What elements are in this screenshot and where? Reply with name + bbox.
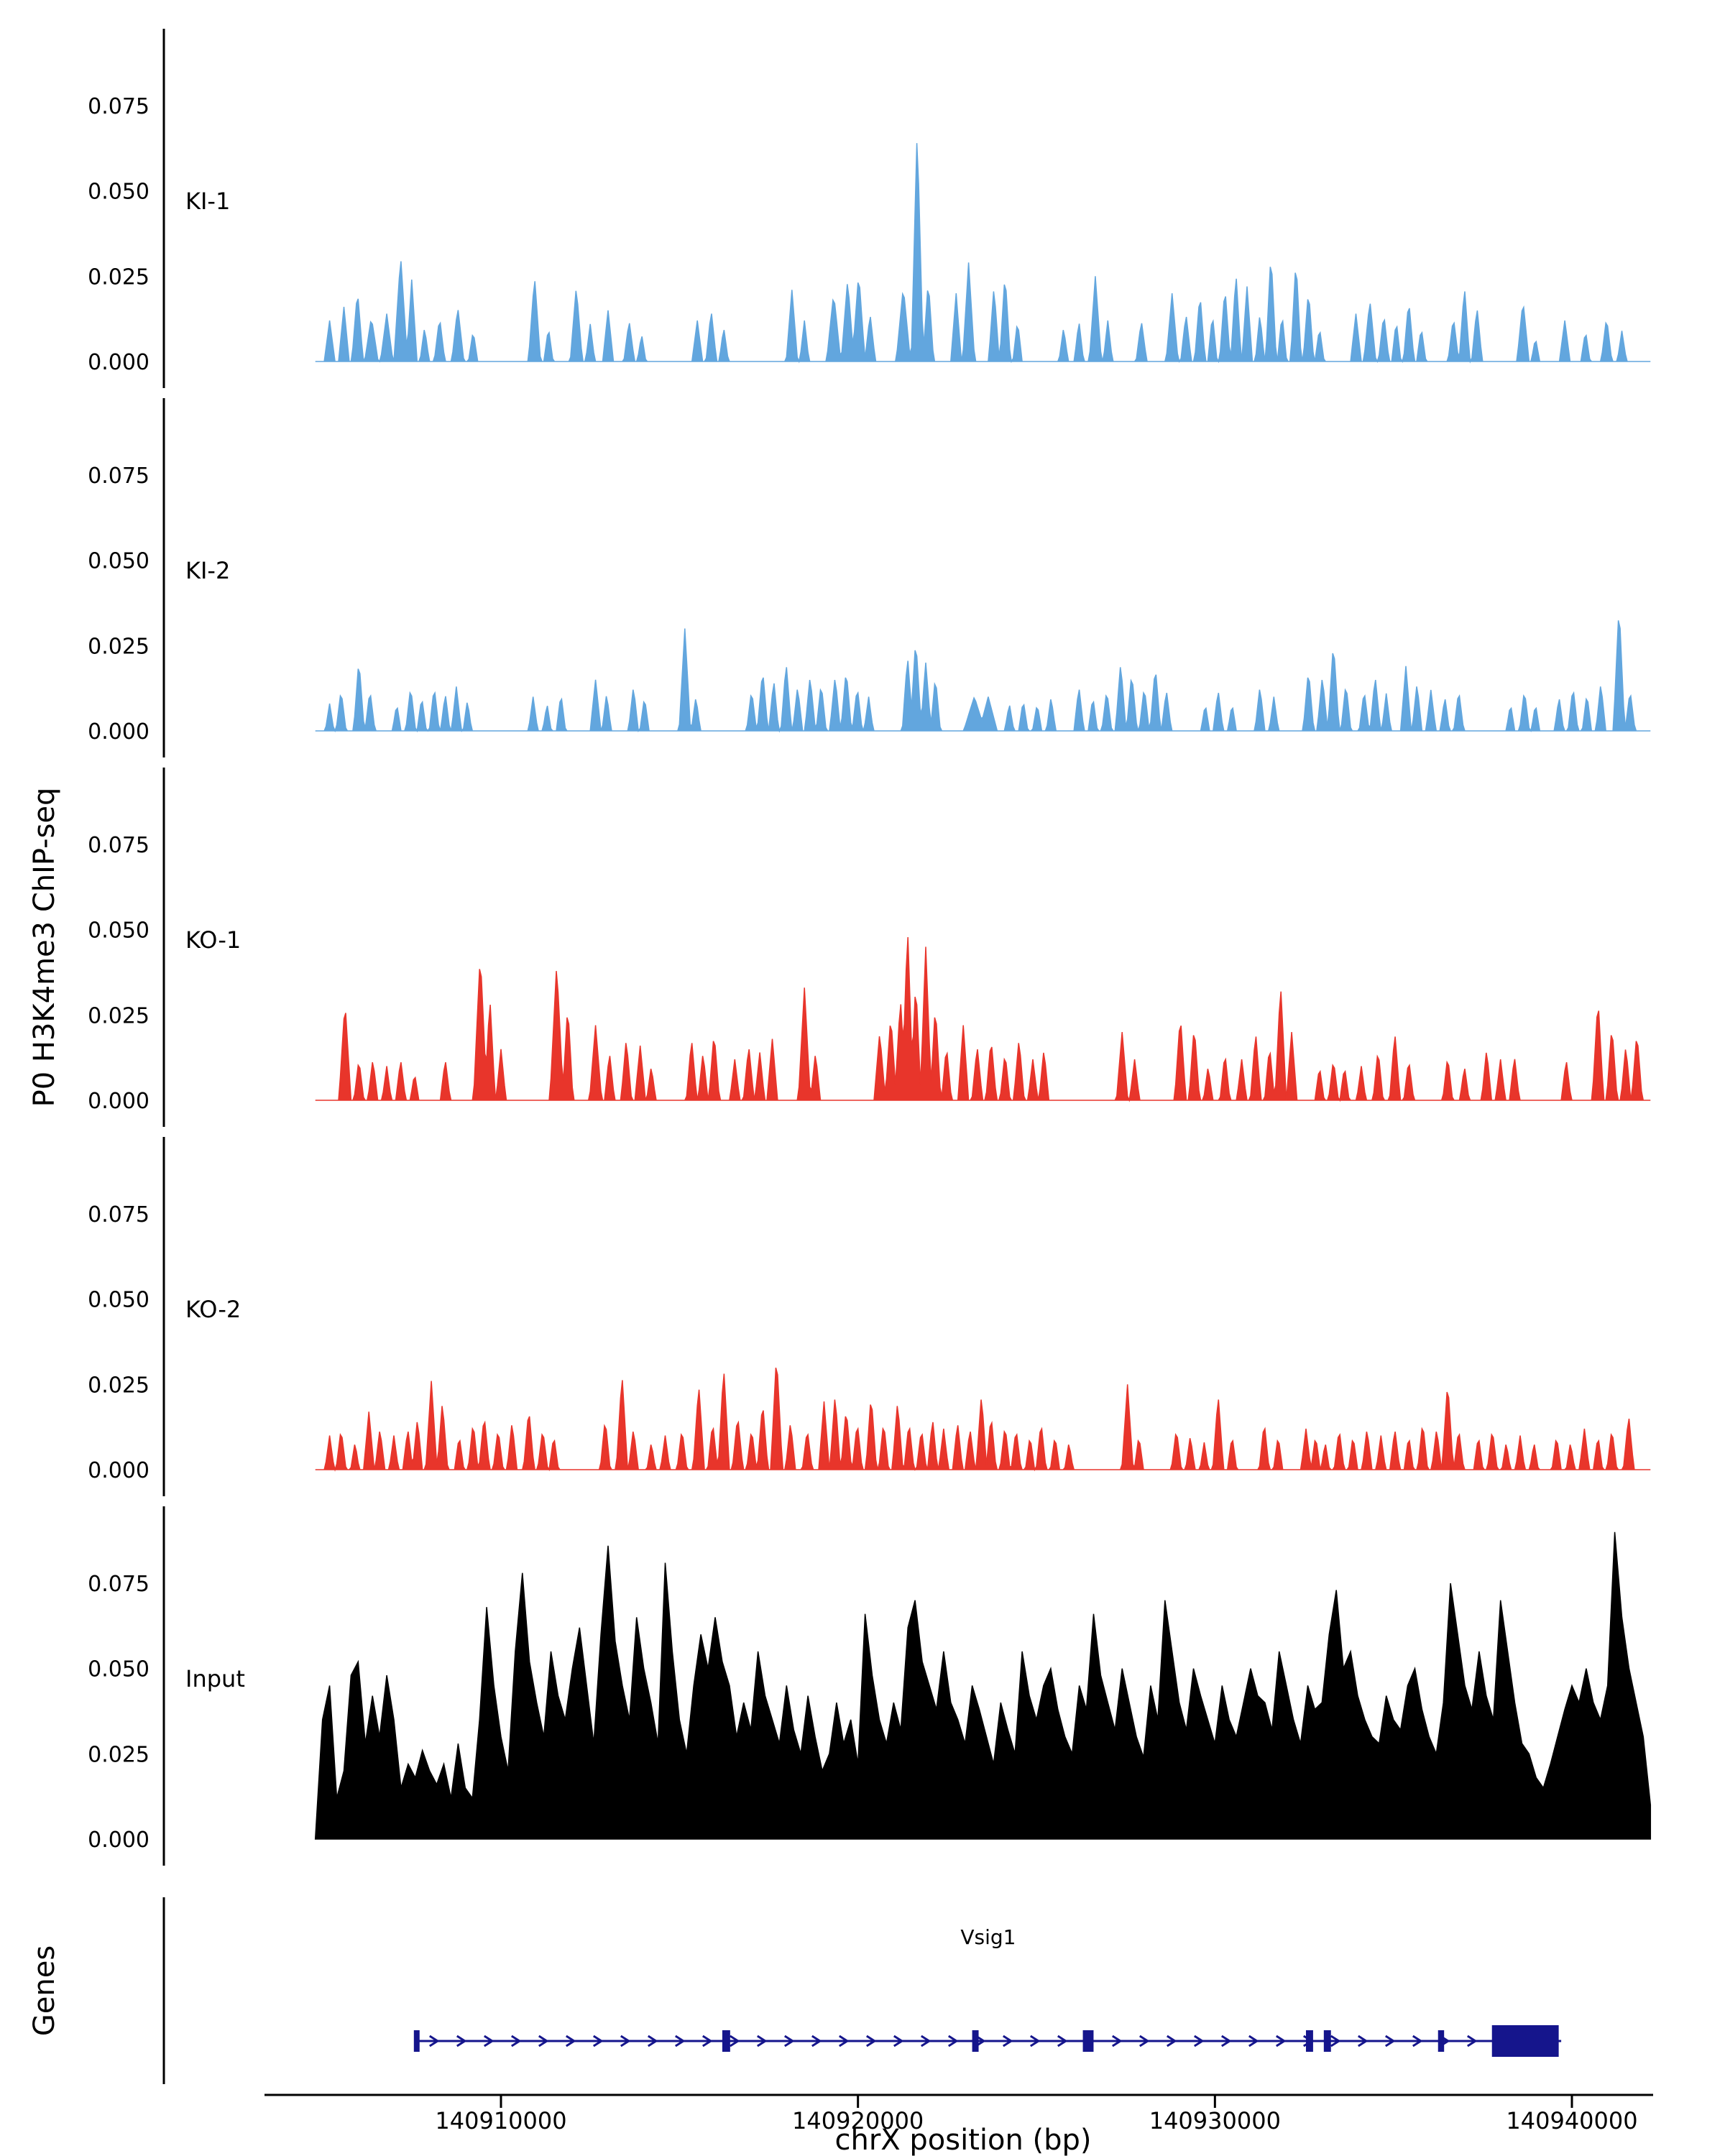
gene-strand-arrow [510, 2035, 522, 2047]
track-label-KI-2: KI-2 [185, 557, 230, 584]
gene-exon [1438, 2030, 1445, 2052]
gene-strand-arrow [1220, 2035, 1232, 2047]
gene-exon [972, 2030, 979, 2052]
y-tick-label: 0.075 [88, 1202, 150, 1227]
gene-strand-arrow [1412, 2035, 1423, 2047]
gene-exon [1082, 2030, 1094, 2052]
gene-strand-arrow [865, 2035, 877, 2047]
gene-strand-arrow [1111, 2035, 1123, 2047]
y-tick-label: 0.050 [88, 1657, 150, 1682]
gene-exon [1323, 2030, 1331, 2052]
y-tick-label: 0.025 [88, 264, 150, 290]
gene-exon [1491, 2025, 1559, 2057]
gene-strand-arrow [702, 2035, 713, 2047]
gene-exon [1305, 2030, 1313, 2052]
y-tick-label: 0.000 [88, 1089, 150, 1114]
gene-strand-arrow [1138, 2035, 1150, 2047]
gene-name-label: Vsig1 [960, 1925, 1016, 1949]
track-label-KO-1: KO-1 [185, 926, 241, 954]
gene-strand-arrow [783, 2035, 795, 2047]
x-tick-label: 140930000 [1149, 2107, 1281, 2134]
gene-exon [413, 2030, 420, 2052]
gene-strand-arrow [620, 2035, 631, 2047]
x-tick-label: 140920000 [792, 2107, 924, 2134]
y-tick-label: 0.025 [88, 1373, 150, 1398]
x-tick-label: 140940000 [1506, 2107, 1637, 2134]
track-area-KO-2 [315, 1368, 1651, 1472]
y-tick-label: 0.000 [88, 350, 150, 375]
track-area-KI-1 [315, 143, 1651, 364]
gene-strand-arrow [1330, 2035, 1341, 2047]
gene-strand-arrow [565, 2035, 576, 2047]
y-tick-label: 0.050 [88, 180, 150, 205]
gene-strand-arrow [1248, 2035, 1259, 2047]
y-tick-label: 0.075 [88, 833, 150, 858]
y-tick-label: 0.050 [88, 549, 150, 574]
gene-strand-arrow [1357, 2035, 1368, 2047]
gene-strand-arrow [729, 2035, 740, 2047]
gene-strand-arrow [838, 2035, 850, 2047]
gene-strand-arrow [1275, 2035, 1287, 2047]
gene-strand-arrow [947, 2035, 959, 2047]
x-tick-label: 140910000 [435, 2107, 566, 2134]
y-tick-label: 0.075 [88, 464, 150, 489]
y-tick-label: 0.000 [88, 1828, 150, 1853]
y-tick-label: 0.000 [88, 719, 150, 745]
gene-strand-arrow [1057, 2035, 1068, 2047]
gene-strand-arrow [1466, 2035, 1478, 2047]
gene-strand-arrow [674, 2035, 686, 2047]
gene-strand-arrow [647, 2035, 658, 2047]
y-tick-label: 0.050 [88, 918, 150, 944]
y-tick-label: 0.075 [88, 94, 150, 119]
gene-strand-arrow [756, 2035, 768, 2047]
track-label-KI-1: KI-1 [185, 188, 230, 215]
gene-strand-arrow [920, 2035, 932, 2047]
y-tick-label: 0.025 [88, 634, 150, 659]
gene-strand-arrow [456, 2035, 467, 2047]
gene-strand-arrow [1193, 2035, 1205, 2047]
gene-strand-arrow [592, 2035, 604, 2047]
x-axis-title: chrX position (bp) [834, 2124, 1092, 2156]
gene-strand-arrow [893, 2035, 904, 2047]
y-tick-label: 0.075 [88, 1572, 150, 1597]
track-area-Input [314, 1531, 1652, 1840]
y-tick-label: 0.025 [88, 1742, 150, 1767]
gene-exon [722, 2030, 730, 2052]
track-area-KI-2 [315, 620, 1651, 733]
gene-strand-arrow [1384, 2035, 1396, 2047]
gene-strand-arrow [1029, 2035, 1041, 2047]
track-label-Input: Input [185, 1665, 245, 1692]
track-label-KO-2: KO-2 [185, 1296, 241, 1323]
y-tick-label: 0.050 [88, 1288, 150, 1313]
y-tick-label: 0.025 [88, 1003, 150, 1028]
gene-strand-arrow [811, 2035, 822, 2047]
gene-strand-arrow [428, 2035, 440, 2047]
gene-strand-arrow [1002, 2035, 1013, 2047]
y-tick-label: 0.000 [88, 1458, 150, 1483]
gene-strand-arrow [1166, 2035, 1177, 2047]
gene-strand-arrow [538, 2035, 549, 2047]
track-area-KO-1 [315, 936, 1651, 1102]
gene-strand-arrow [483, 2035, 494, 2047]
